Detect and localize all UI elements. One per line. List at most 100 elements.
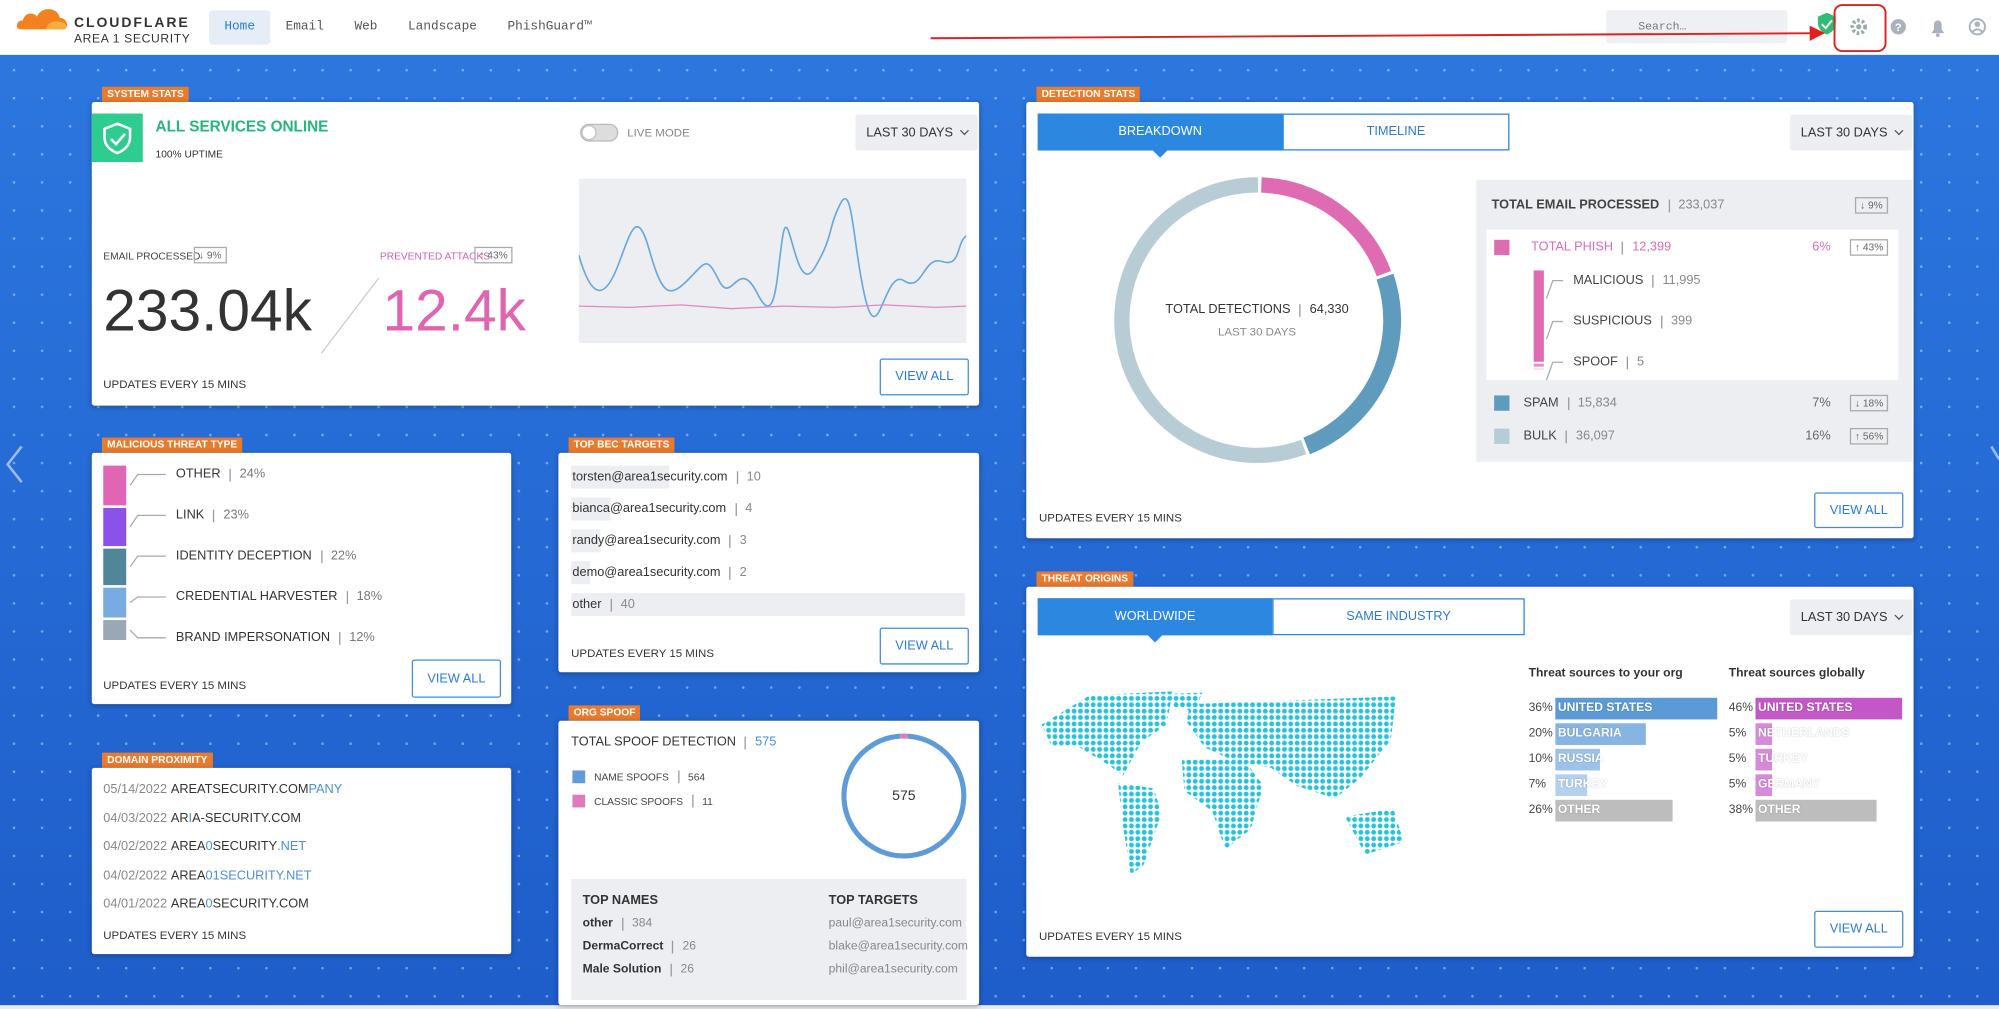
top-name-row: other 384 — [583, 917, 653, 931]
breakdown-segment — [1533, 368, 1544, 370]
threat-type-bar — [103, 465, 127, 506]
domain-name: AREATSECURITY.COM PANY — [171, 783, 342, 797]
category-row: TOTAL PHISH 12,399 — [1531, 240, 1671, 254]
domain-part: AR — [170, 811, 189, 826]
domain-name: AREA 0 SECURITY .NET — [171, 840, 306, 854]
live-mode-toggle[interactable] — [580, 123, 619, 142]
nav-tab[interactable]: PhishGuard™ — [492, 10, 607, 44]
domain-part: 0 — [205, 839, 213, 855]
nav-tab-label: Web — [354, 20, 378, 35]
threat-type-card: OTHER 24% LINK 23% IDENTITY DECEPTION 22% CRED… — [91, 452, 512, 705]
origin-share: 5% — [1728, 751, 1747, 766]
origin-bar — [1755, 799, 1877, 821]
threat-type-row: IDENTITY DECEPTION 22% — [176, 549, 356, 563]
origin-bar — [1755, 722, 1772, 745]
domain-date: 04/02/2022 — [103, 868, 168, 883]
range-dropdown[interactable]: LAST 30 DAYS — [855, 114, 978, 151]
target-bar — [571, 593, 966, 617]
category-swatch — [1494, 428, 1510, 444]
connector — [129, 555, 166, 568]
phish-breakdown — [1533, 270, 1563, 381]
view-all-button[interactable]: VIEW ALL — [411, 659, 502, 698]
text: SUSPICIOUS — [1573, 314, 1652, 329]
threat-type-bar — [103, 587, 127, 618]
status-text: ALL SERVICES ONLINE — [155, 117, 329, 136]
separator — [621, 917, 624, 930]
section-tag: THREAT ORIGINS — [1036, 571, 1134, 587]
range-dropdown[interactable]: LAST 30 DAYS — [1789, 599, 1913, 636]
text: 11 — [702, 795, 713, 807]
separator — [1567, 396, 1569, 410]
separator — [735, 502, 737, 516]
origin-bar — [1555, 722, 1646, 745]
search-box[interactable]: Search… — [1606, 10, 1788, 44]
nav-tab[interactable]: Landscape — [393, 10, 492, 44]
origin-country: BULGARIA — [1557, 726, 1622, 741]
domain-date: 04/01/2022 — [103, 897, 168, 912]
view-all-button[interactable]: VIEW ALL — [1814, 492, 1904, 529]
change-badge: ↓ 18% — [1849, 394, 1889, 412]
chevron — [959, 126, 969, 136]
text: OTHER — [175, 467, 221, 482]
text: 26 — [680, 962, 694, 977]
change-badge: ↓ 9% — [1854, 197, 1888, 214]
footer: UPDATES EVERY 15 MINS — [103, 377, 247, 391]
target-row: randy@area1security.com 3 — [572, 534, 746, 548]
text: 564 — [688, 771, 706, 783]
org-spoof-card: TOTAL SPOOF DETECTION 575 575 NAME SPOOFS 56… — [558, 720, 980, 1006]
detection-donut — [1114, 177, 1402, 464]
text: 24% — [239, 467, 266, 482]
target-row: bianca@area1security.com 4 — [572, 502, 752, 516]
text: randy@area1security.com — [572, 533, 721, 548]
nav-tab[interactable]: Email — [270, 10, 339, 44]
view-all-button[interactable]: VIEW ALL — [1814, 910, 1904, 948]
target-row: torsten@area1security.com 10 — [572, 470, 760, 484]
breakdown-segment — [1533, 270, 1544, 362]
nav-tab[interactable]: Home — [209, 10, 271, 45]
legend-entry: NAME SPOOFS 564 — [594, 770, 706, 784]
view-all-button[interactable]: VIEW ALL — [879, 358, 969, 396]
domain-part: .NET — [277, 839, 307, 855]
sparkline — [578, 197, 967, 318]
target-bar — [571, 529, 601, 553]
separator — [339, 631, 341, 645]
text: 18% — [356, 589, 383, 604]
search-placeholder: Search… — [1638, 20, 1687, 34]
tab-label: BREAKDOWN — [1118, 125, 1202, 140]
range-dropdown[interactable]: LAST 30 DAYS — [1789, 114, 1913, 151]
tab[interactable]: TIMELINE — [1282, 113, 1510, 151]
origin-share: 5% — [1728, 726, 1747, 741]
footer: UPDATES EVERY 15 MINS — [571, 646, 714, 660]
donut-total: TOTAL DETECTIONS 64,330 — [1165, 303, 1348, 317]
svg-text:?: ? — [1895, 22, 1902, 34]
text: 384 — [632, 916, 653, 931]
text: DermaCorrect — [582, 939, 664, 954]
logo-cloud — [16, 9, 68, 30]
text: TOTAL PHISH — [1531, 240, 1614, 255]
text: TOTAL DETECTIONS — [1165, 302, 1291, 317]
nav-tab[interactable]: Web — [339, 10, 393, 44]
separator — [1660, 315, 1663, 328]
category-share: 6% — [1812, 240, 1831, 255]
category-share: 16% — [1805, 429, 1831, 444]
connector — [1545, 279, 1563, 299]
target-row: other 40 — [572, 598, 634, 612]
domain-part: SECURITY — [212, 839, 278, 855]
domain-part: 01SECURITY.NET — [205, 868, 312, 883]
separator — [729, 534, 731, 548]
footer: UPDATES EVERY 15 MINS — [103, 928, 247, 942]
domain-part: AREA — [170, 868, 206, 883]
domain-card: 05/14/2022 AREATSECURITY.COM PANY 04/03/202… — [91, 767, 512, 955]
text: TOTAL SPOOF DETECTION — [571, 735, 736, 750]
top-target: blake@area1security.com — [828, 939, 968, 954]
view-all-button[interactable]: VIEW ALL — [879, 627, 969, 665]
continent — [1118, 783, 1162, 876]
text: IDENTITY DECEPTION — [175, 549, 312, 564]
top-target: paul@area1security.com — [828, 916, 962, 931]
threat-type-bar — [103, 548, 127, 586]
target-bar — [571, 561, 591, 585]
threat-type-graphic — [103, 465, 166, 640]
tab[interactable]: SAME INDUSTRY — [1272, 598, 1525, 636]
continent — [1186, 696, 1396, 799]
